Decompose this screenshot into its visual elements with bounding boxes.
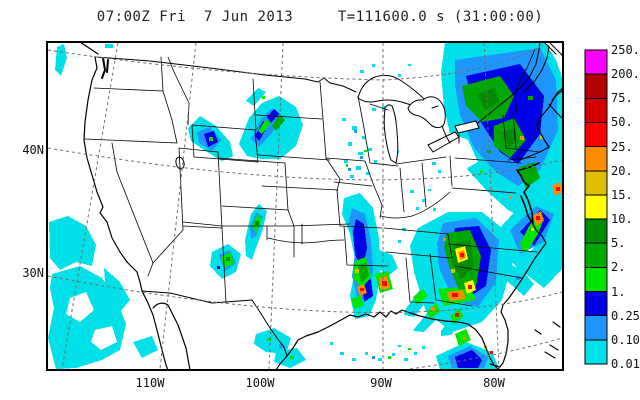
- lon-label-80w: 80W: [483, 376, 505, 390]
- colorbar-label: 250.: [611, 43, 640, 57]
- lat-label-40n: 40N: [22, 143, 44, 157]
- colorbar-label: 0.10: [611, 333, 640, 347]
- parallel-50n: [48, 43, 546, 81]
- lake-huron: [407, 96, 446, 129]
- parallel-40n: [48, 147, 562, 181]
- colorbar-segment: [584, 291, 608, 317]
- parallel-30n: [48, 275, 562, 314]
- colorbar-segment: [584, 122, 608, 148]
- map-frame: [46, 41, 564, 371]
- colorbar-segment: [584, 315, 608, 341]
- colorbar-labels: 250. 200. 75. 50. 25. 20. 15. 10. 5. 2. …: [611, 43, 640, 371]
- colorbar-label: 15.: [611, 188, 633, 202]
- colorbar-segment: [584, 49, 608, 75]
- colorbar-label: 75.: [611, 91, 633, 105]
- coastline: [80, 43, 562, 369]
- colorbar-label: 50.: [611, 115, 633, 129]
- canada-mexico-borders: [95, 43, 562, 357]
- colorbar-label: 200.: [611, 67, 640, 81]
- colorbar-segment: [584, 242, 608, 268]
- colorbar-label: 25.: [611, 140, 633, 154]
- colorbar-label: 2.: [611, 260, 625, 274]
- precip-layer-red: [360, 187, 560, 354]
- colorbar-segment: [584, 218, 608, 244]
- plot-title: 07:00Z Fri 7 Jun 2013 T=111600.0 s (31:0…: [96, 9, 544, 25]
- precipitation-overlay: [48, 43, 562, 369]
- meridian-120w: [61, 43, 119, 369]
- great-lakes: [175, 74, 480, 170]
- colorbar-segment: [584, 339, 608, 365]
- precip-layer-gold: [355, 136, 543, 273]
- lon-label-90w: 90W: [370, 376, 392, 390]
- lat-label-30n: 30N: [22, 266, 44, 280]
- axis-labels: 40N 30N 110W 100W 90W 80W: [22, 143, 505, 390]
- colorbar-segment: [584, 73, 608, 99]
- colorbar-label: 10.: [611, 212, 633, 226]
- meridian-80w: [483, 43, 500, 369]
- colorbar-segment: [584, 194, 608, 220]
- state-borders: [84, 48, 541, 307]
- colorbar-segment: [584, 170, 608, 196]
- colorbar-label: 0.01: [611, 357, 640, 371]
- colorbar-segment: [584, 266, 608, 292]
- parallel-25n: [409, 337, 562, 369]
- lon-label-110w: 110W: [136, 376, 166, 390]
- meridian-110w: [159, 43, 197, 369]
- colorbar-label: 1.: [611, 285, 625, 299]
- meridian-100w: [268, 43, 284, 369]
- lon-label-100w: 100W: [246, 376, 276, 390]
- lake-ontario: [454, 120, 480, 134]
- colorbar-segment: [584, 97, 608, 124]
- lake-michigan: [383, 104, 399, 164]
- colorbar-label: 20.: [611, 164, 633, 178]
- colorbar: [584, 49, 608, 365]
- colorbar-segment: [584, 146, 608, 172]
- colorbar-label: 5.: [611, 236, 625, 250]
- colorbar-label: 0.25: [611, 309, 640, 323]
- graticule: [48, 43, 562, 369]
